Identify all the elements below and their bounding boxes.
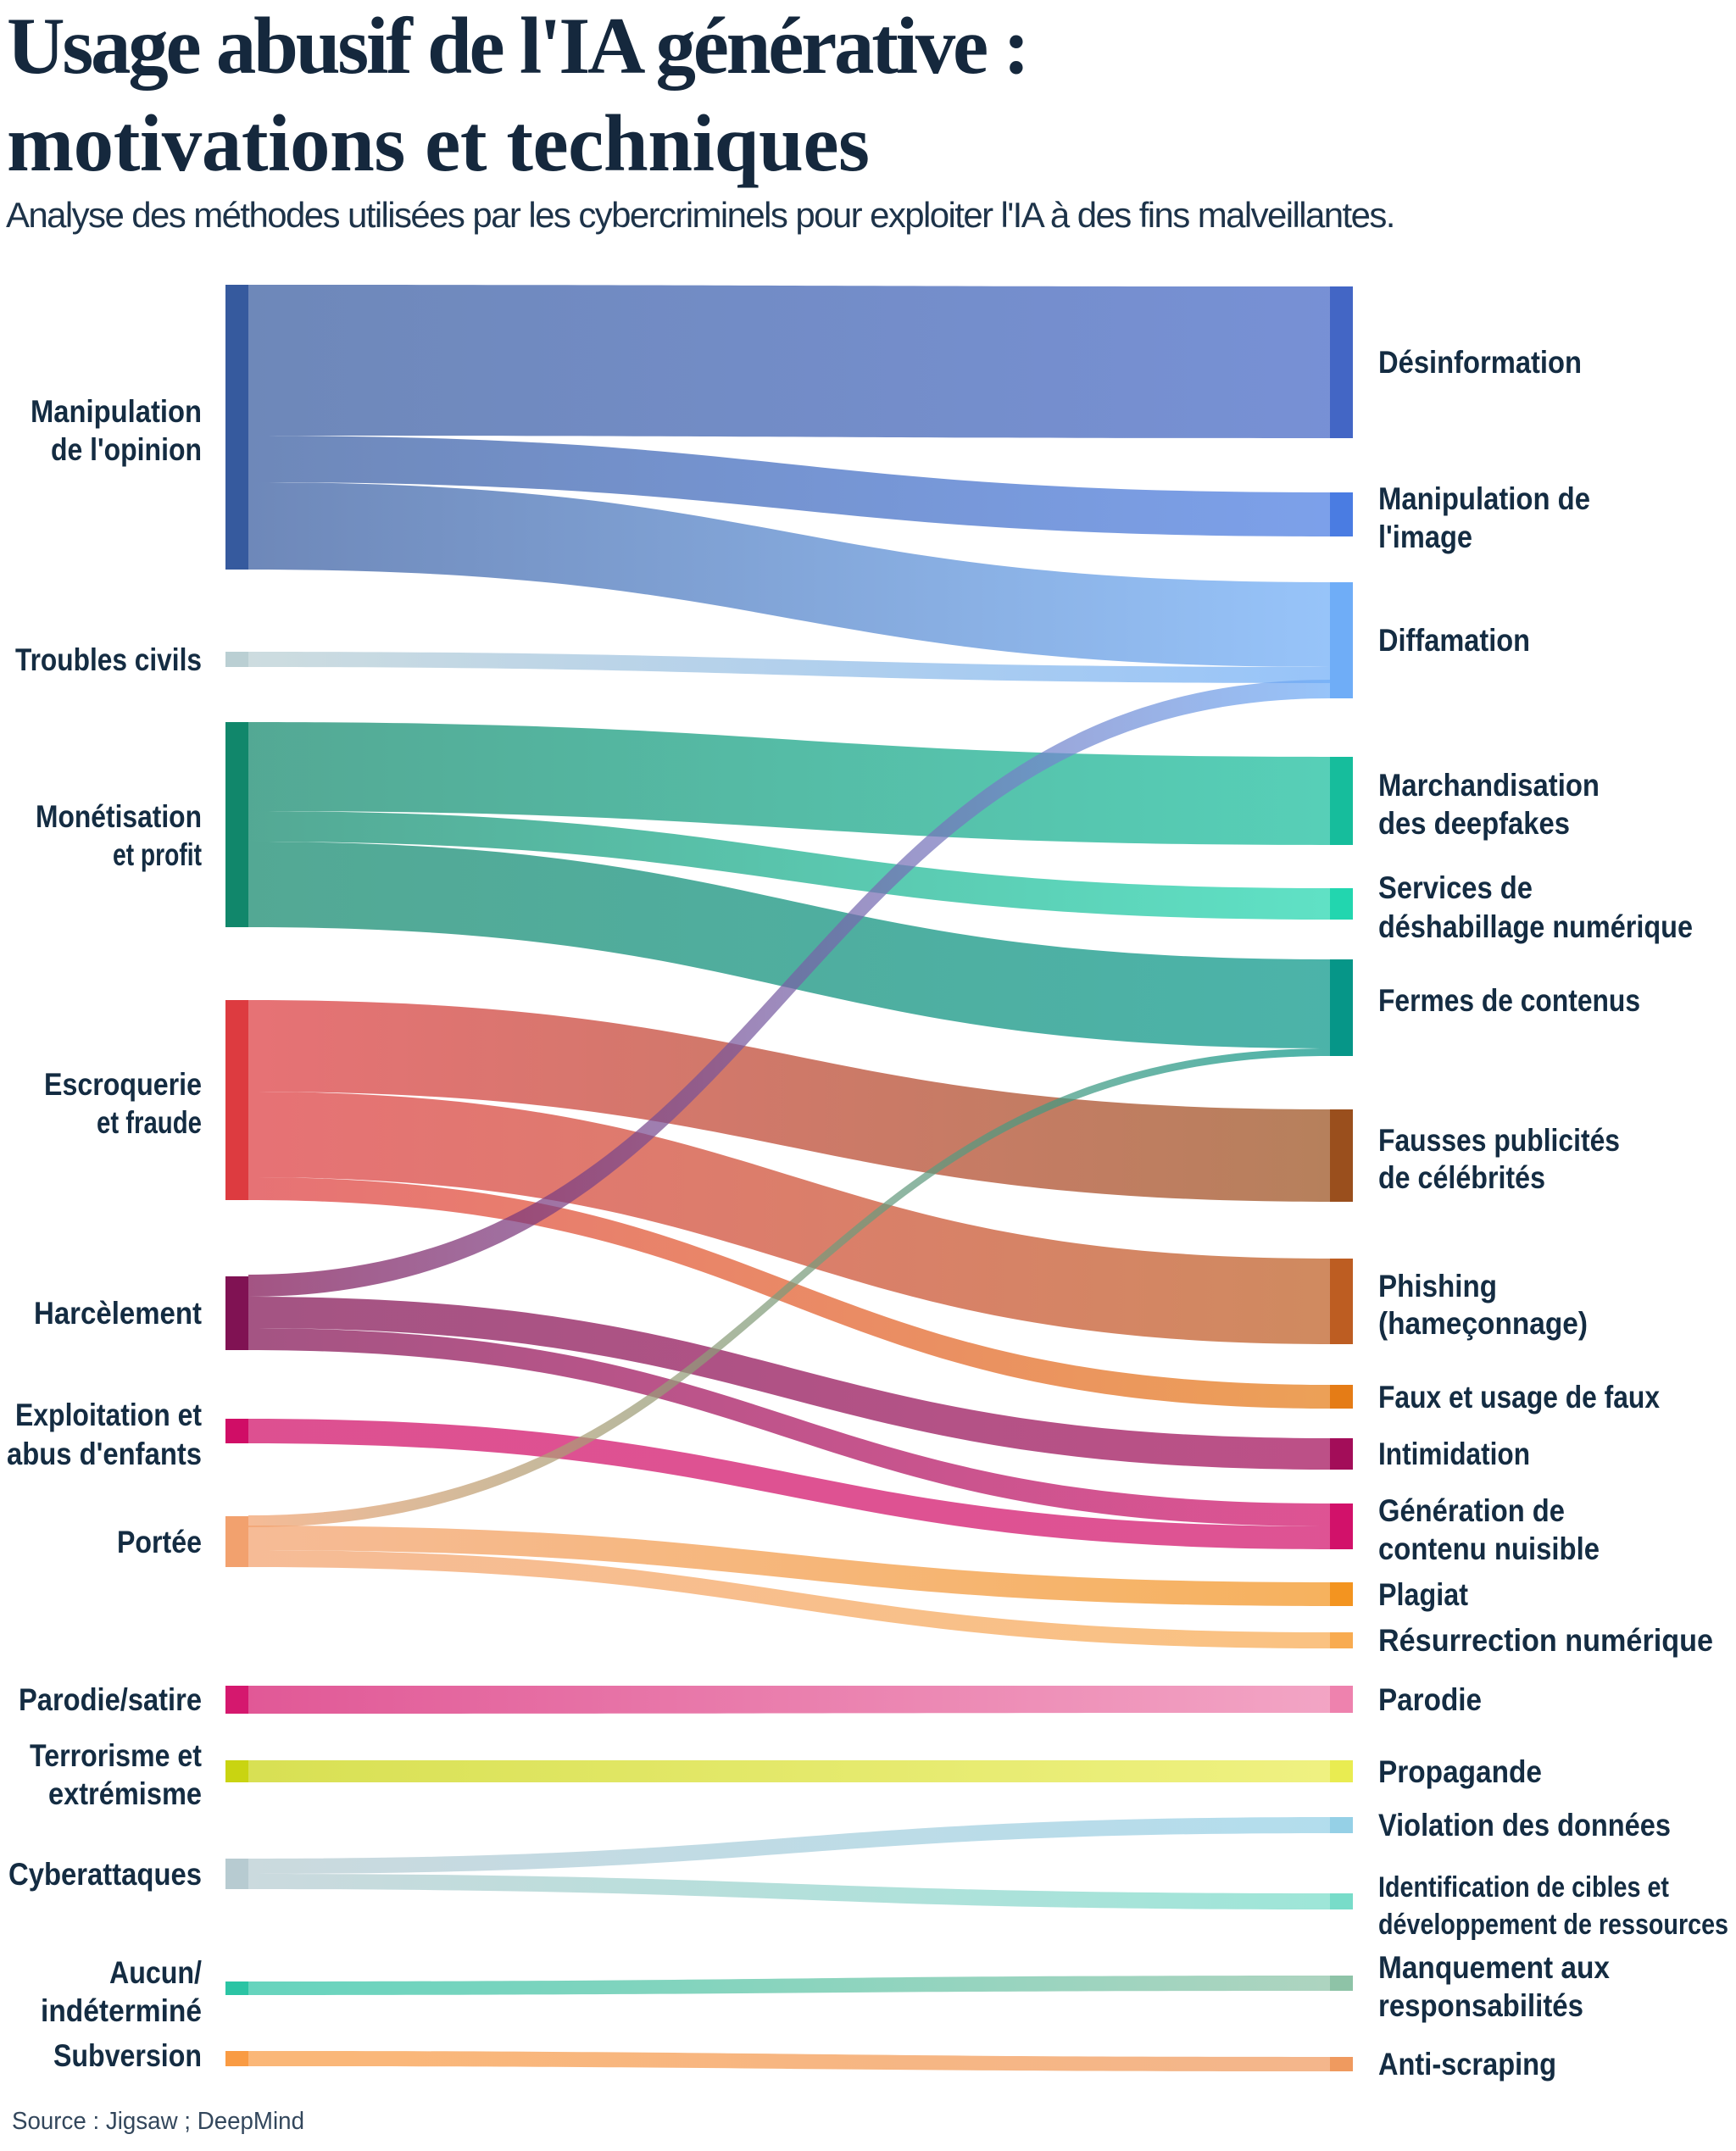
svg-text:Cyberattaques: Cyberattaques: [8, 1857, 202, 1892]
svg-text:Fausses publicités: Fausses publicités: [1378, 1123, 1620, 1158]
svg-text:Parodie/satire: Parodie/satire: [19, 1682, 202, 1717]
svg-text:(hameçonnage): (hameçonnage): [1378, 1306, 1588, 1341]
svg-text:l'image: l'image: [1378, 520, 1472, 554]
svg-text:abus d'enfants: abus d'enfants: [7, 1437, 202, 1471]
svg-text:Portée: Portée: [117, 1525, 202, 1559]
svg-text:Monétisation: Monétisation: [36, 799, 202, 834]
svg-text:Plagiat: Plagiat: [1378, 1577, 1468, 1612]
svg-text:Résurrection numérique: Résurrection numérique: [1378, 1623, 1713, 1658]
svg-text:Escroquerie: Escroquerie: [44, 1067, 202, 1102]
svg-text:de célébrités: de célébrités: [1378, 1160, 1545, 1195]
svg-text:motivations et techniques: motivations et techniques: [7, 98, 870, 188]
svg-text:Génération de: Génération de: [1378, 1493, 1565, 1528]
svg-text:contenu nuisible: contenu nuisible: [1378, 1531, 1600, 1566]
svg-text:Analyse des méthodes utilisées: Analyse des méthodes utilisées par les c…: [6, 195, 1394, 235]
svg-text:Violation des données: Violation des données: [1378, 1808, 1671, 1843]
svg-text:Anti-scraping: Anti-scraping: [1378, 2047, 1556, 2082]
svg-text:Faux et usage de faux: Faux et usage de faux: [1378, 1380, 1660, 1415]
svg-text:Fermes de contenus: Fermes de contenus: [1378, 983, 1640, 1018]
svg-text:Source : Jigsaw ; DeepMind: Source : Jigsaw ; DeepMind: [12, 2108, 304, 2135]
svg-text:Phishing: Phishing: [1378, 1269, 1497, 1303]
svg-text:déshabillage numérique: déshabillage numérique: [1378, 909, 1693, 944]
svg-text:Manquement aux: Manquement aux: [1378, 1950, 1610, 1985]
svg-text:Harcèlement: Harcèlement: [34, 1296, 202, 1331]
svg-text:Identification de cibles et: Identification de cibles et: [1378, 1871, 1669, 1904]
svg-text:Aucun/: Aucun/: [109, 1955, 202, 1990]
svg-text:de l'opinion: de l'opinion: [51, 432, 202, 467]
svg-text:et profit: et profit: [113, 837, 202, 872]
svg-text:et fraude: et fraude: [97, 1105, 202, 1140]
svg-text:Désinformation: Désinformation: [1378, 345, 1582, 380]
svg-text:extrémisme: extrémisme: [48, 1776, 202, 1811]
svg-text:Diffamation: Diffamation: [1378, 623, 1530, 658]
svg-text:Intimidation: Intimidation: [1378, 1437, 1530, 1471]
svg-text:Propagande: Propagande: [1378, 1754, 1542, 1789]
svg-text:Marchandisation: Marchandisation: [1378, 768, 1600, 803]
svg-text:responsabilités: responsabilités: [1378, 1988, 1583, 2023]
svg-text:Troubles civils: Troubles civils: [15, 642, 202, 677]
svg-text:des deepfakes: des deepfakes: [1378, 806, 1570, 841]
svg-text:Parodie: Parodie: [1378, 1682, 1482, 1717]
svg-text:Manipulation: Manipulation: [31, 394, 202, 429]
svg-text:Subversion: Subversion: [53, 2038, 202, 2073]
svg-text:Exploitation et: Exploitation et: [15, 1398, 202, 1432]
svg-text:développement de ressources: développement de ressources: [1378, 1909, 1728, 1941]
svg-text:Manipulation de: Manipulation de: [1378, 481, 1590, 516]
svg-text:Terrorisme et: Terrorisme et: [30, 1738, 202, 1773]
svg-text:Usage abusif de l'IA générativ: Usage abusif de l'IA générative :: [7, 1, 1030, 91]
svg-text:Services de: Services de: [1378, 870, 1533, 905]
svg-text:indéterminé: indéterminé: [41, 1993, 202, 2028]
